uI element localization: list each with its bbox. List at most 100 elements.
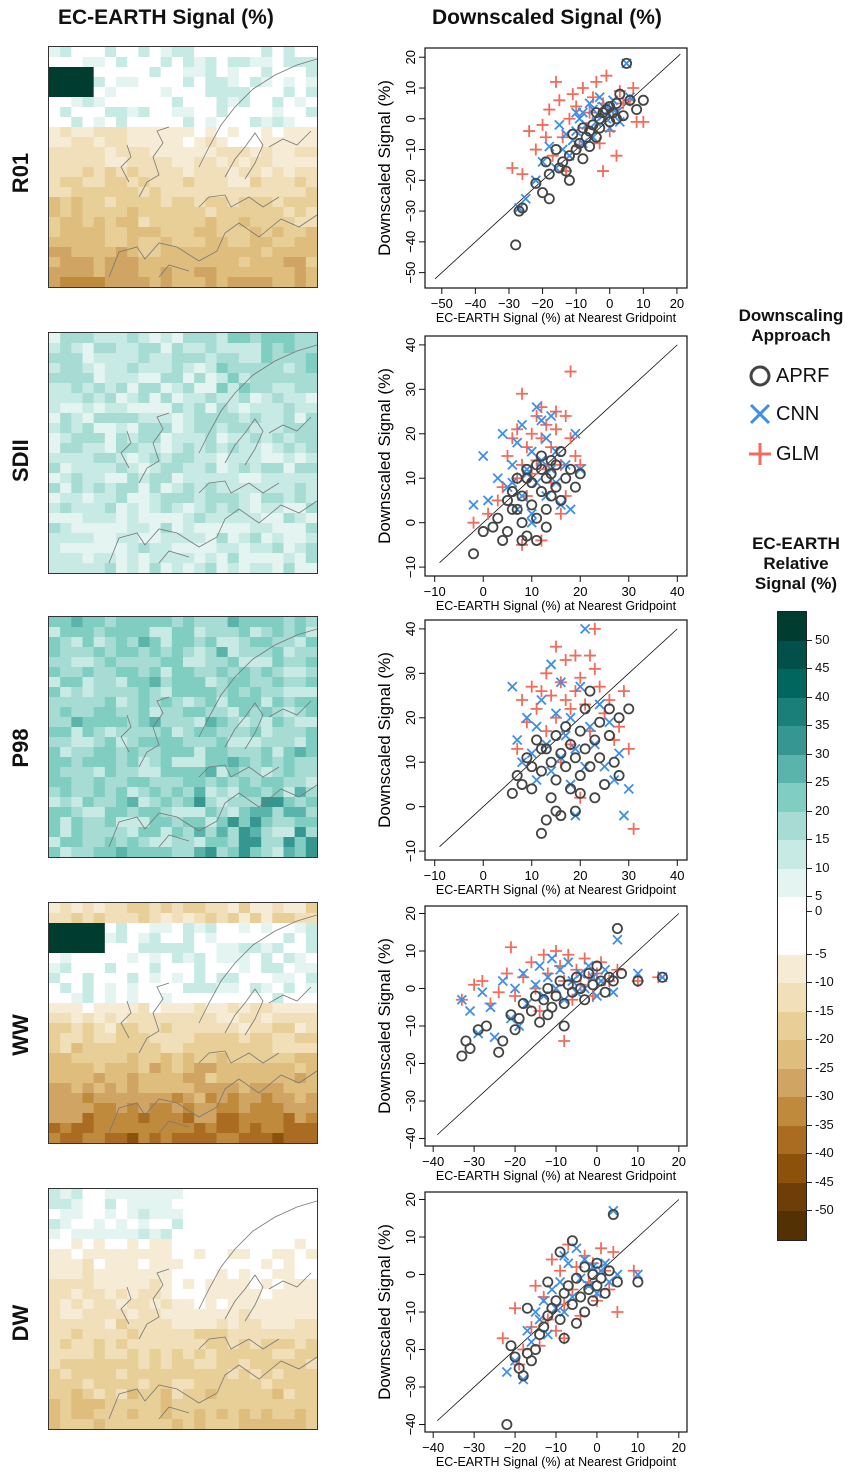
map-cell bbox=[116, 1229, 128, 1240]
map-cell bbox=[216, 563, 229, 573]
aprf-point bbox=[589, 734, 601, 746]
map-cell bbox=[216, 453, 229, 464]
map-cell bbox=[272, 797, 284, 808]
map-cell bbox=[250, 533, 262, 544]
map-cell bbox=[238, 453, 251, 464]
map-cell bbox=[160, 1339, 173, 1350]
map-cell bbox=[183, 117, 195, 128]
map-cell bbox=[171, 1083, 184, 1094]
map-cell bbox=[82, 827, 95, 838]
map-cell bbox=[49, 1349, 61, 1360]
map-cell bbox=[82, 453, 95, 464]
map-cell bbox=[71, 403, 83, 414]
y-tick-label: 20 bbox=[403, 711, 418, 725]
map-cell bbox=[171, 1259, 184, 1270]
map-cell bbox=[205, 413, 217, 424]
map-cell bbox=[294, 1349, 307, 1360]
map-cell bbox=[238, 1013, 251, 1024]
map-cell bbox=[160, 1063, 173, 1074]
map-cell bbox=[205, 717, 217, 728]
map-cell bbox=[261, 483, 273, 494]
map-cell bbox=[216, 227, 229, 238]
map-cell bbox=[60, 177, 72, 188]
aprf-point bbox=[530, 1343, 542, 1355]
map-cell bbox=[261, 757, 273, 768]
map-cell bbox=[294, 953, 307, 964]
colorbar-segment bbox=[778, 1011, 806, 1041]
map-cell bbox=[283, 553, 296, 564]
map-cell bbox=[127, 443, 139, 454]
map-cell bbox=[238, 1369, 251, 1380]
map-cell bbox=[272, 373, 284, 384]
map-cell bbox=[238, 1219, 251, 1230]
map-cell bbox=[104, 1063, 117, 1074]
map-cell bbox=[294, 1199, 307, 1210]
aprf-point bbox=[611, 922, 623, 934]
map-cell bbox=[305, 563, 317, 573]
map-cell bbox=[116, 617, 128, 628]
map-cell bbox=[194, 1329, 206, 1340]
map-cell bbox=[104, 1289, 117, 1300]
map-r01 bbox=[48, 46, 318, 288]
cnn-point bbox=[613, 748, 625, 759]
legend-label-glm: GLM bbox=[776, 442, 820, 465]
map-cell bbox=[138, 1033, 150, 1044]
map-cell bbox=[138, 1399, 150, 1410]
map-cell bbox=[160, 247, 173, 258]
map-cell bbox=[71, 1389, 83, 1400]
map-cell bbox=[71, 1269, 83, 1280]
map-cell bbox=[71, 137, 83, 148]
map-cell bbox=[104, 227, 117, 238]
map-cell bbox=[272, 817, 284, 828]
map-cell bbox=[49, 963, 61, 974]
map-cell bbox=[93, 687, 106, 698]
map-cell bbox=[261, 1239, 273, 1250]
cnn-point bbox=[482, 495, 494, 506]
map-cell bbox=[283, 1023, 296, 1034]
map-cell bbox=[238, 697, 251, 708]
map-cell bbox=[272, 1259, 284, 1270]
map-cell bbox=[171, 767, 184, 778]
map-cell bbox=[294, 157, 307, 168]
map-cell bbox=[49, 973, 61, 984]
cnn-point bbox=[512, 437, 523, 448]
map-cell bbox=[283, 973, 296, 984]
map-cell bbox=[250, 817, 262, 828]
map-cell bbox=[60, 137, 72, 148]
map-cell bbox=[283, 933, 296, 944]
map-cell bbox=[127, 1033, 139, 1044]
map-cell bbox=[60, 443, 72, 454]
map-cell bbox=[272, 717, 284, 728]
map-cell bbox=[205, 1379, 217, 1390]
map-cell bbox=[60, 227, 72, 238]
map-cell bbox=[183, 277, 195, 287]
map-cell bbox=[93, 1299, 106, 1310]
colorbar-tick-label: 0 bbox=[815, 902, 823, 918]
map-cell bbox=[305, 483, 317, 494]
map-cell bbox=[183, 453, 195, 464]
map-cell bbox=[160, 767, 173, 778]
map-cell bbox=[71, 627, 83, 638]
map-cell bbox=[49, 1103, 61, 1114]
map-cell bbox=[305, 1123, 317, 1134]
map-cell bbox=[149, 837, 162, 848]
map-cell bbox=[272, 1239, 284, 1250]
map-cell bbox=[93, 1103, 106, 1114]
map-cell bbox=[160, 667, 173, 678]
map-cell bbox=[116, 1083, 128, 1094]
map-cell bbox=[149, 817, 162, 828]
aprf-point bbox=[594, 716, 606, 728]
glm-point bbox=[564, 432, 577, 445]
map-cell bbox=[238, 777, 251, 788]
y-axis-label: Downscaled Signal (%) bbox=[375, 368, 394, 544]
glm-point bbox=[566, 88, 579, 101]
map-cell bbox=[294, 1259, 307, 1270]
map-cell bbox=[60, 1113, 72, 1124]
map-cell bbox=[250, 353, 262, 364]
map-cell bbox=[49, 1309, 61, 1320]
map-cell bbox=[261, 647, 273, 658]
map-cell bbox=[138, 177, 150, 188]
cnn-point bbox=[522, 1325, 533, 1336]
map-cell bbox=[227, 993, 240, 1004]
map-cell bbox=[272, 777, 284, 788]
